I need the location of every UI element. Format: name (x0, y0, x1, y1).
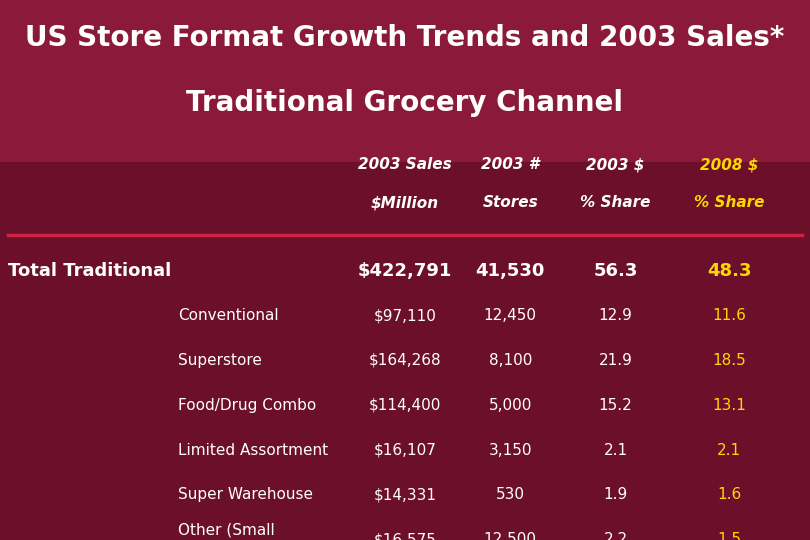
Text: 15.2: 15.2 (599, 398, 633, 413)
Text: Conventional: Conventional (178, 308, 279, 323)
Text: Superstore: Superstore (178, 353, 262, 368)
Text: $14,331: $14,331 (373, 488, 437, 502)
Text: 1.6: 1.6 (717, 488, 741, 502)
Text: $16,575: $16,575 (373, 532, 437, 540)
Text: $422,791: $422,791 (358, 262, 452, 280)
Text: 2003 $: 2003 $ (586, 157, 645, 172)
Text: 2003 Sales: 2003 Sales (358, 157, 452, 172)
Text: $16,107: $16,107 (373, 443, 437, 457)
Text: 41,530: 41,530 (475, 262, 545, 280)
Text: 8,100: 8,100 (488, 353, 532, 368)
Text: 1.9: 1.9 (603, 488, 628, 502)
Text: Limited Assortment: Limited Assortment (178, 443, 328, 457)
Text: Super Warehouse: Super Warehouse (178, 488, 313, 502)
Text: 2.1: 2.1 (603, 443, 628, 457)
Text: 48.3: 48.3 (707, 262, 751, 280)
Text: US Store Format Growth Trends and 2003 Sales*: US Store Format Growth Trends and 2003 S… (25, 24, 785, 52)
Text: 13.1: 13.1 (712, 398, 746, 413)
Text: Traditional Grocery Channel: Traditional Grocery Channel (186, 89, 624, 117)
Text: 12.9: 12.9 (599, 308, 633, 323)
Text: $164,268: $164,268 (369, 353, 441, 368)
Text: 2.1: 2.1 (717, 443, 741, 457)
Text: 5,000: 5,000 (488, 398, 532, 413)
Text: 21.9: 21.9 (599, 353, 633, 368)
Text: $97,110: $97,110 (373, 308, 437, 323)
Text: Other (Small
Grocery): Other (Small Grocery) (178, 523, 275, 540)
Text: 56.3: 56.3 (594, 262, 637, 280)
Text: 3,150: 3,150 (488, 443, 532, 457)
Text: 12,450: 12,450 (484, 308, 537, 323)
Text: $114,400: $114,400 (369, 398, 441, 413)
Text: 2008 $: 2008 $ (700, 157, 758, 172)
FancyBboxPatch shape (0, 0, 810, 162)
Text: 18.5: 18.5 (712, 353, 746, 368)
Text: 12,500: 12,500 (484, 532, 537, 540)
Text: $Million: $Million (371, 195, 439, 210)
Text: 2003 #: 2003 # (481, 157, 539, 172)
Text: Food/Drug Combo: Food/Drug Combo (178, 398, 317, 413)
Text: 1.5: 1.5 (717, 532, 741, 540)
Text: Total Traditional: Total Traditional (8, 262, 172, 280)
Text: 11.6: 11.6 (712, 308, 746, 323)
Text: % Share: % Share (693, 195, 765, 210)
Text: % Share: % Share (580, 195, 651, 210)
Text: 2.2: 2.2 (603, 532, 628, 540)
Text: 530: 530 (496, 488, 525, 502)
Text: Stores: Stores (483, 195, 538, 210)
